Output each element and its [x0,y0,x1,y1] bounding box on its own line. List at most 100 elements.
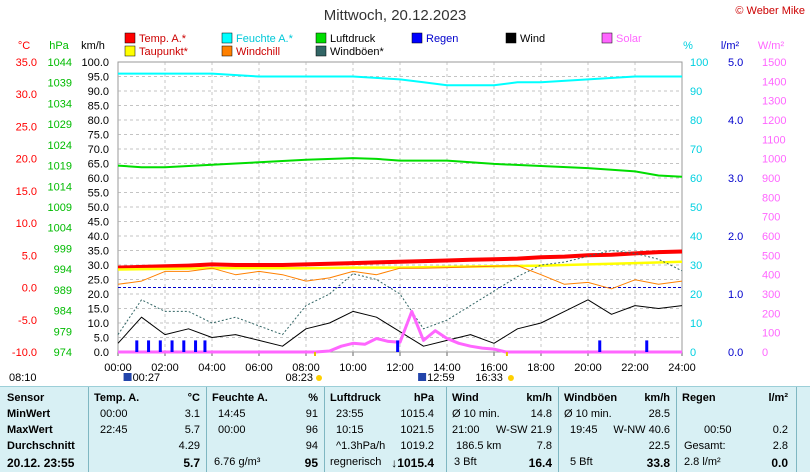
time-tick: 22:00 [621,362,649,374]
pressure-axis-tick: 1034 [48,98,72,110]
pressure-axis-tick: 974 [54,347,72,359]
humidity-axis-tick: 80 [690,115,702,127]
temp-axis-tick: 10.0 [16,218,37,230]
stats-header: Wind [452,392,479,404]
stats-cell: 28.5 [648,408,670,420]
pressure-axis-tick: 989 [54,285,72,297]
wind-axis-tick: 0.0 [94,347,109,359]
rain-axis-unit: l/m² [721,40,740,52]
solar-axis-tick: 200 [762,308,780,320]
pressure-axis-unit: hPa [49,40,69,52]
wind-axis-tick: 10.0 [88,318,109,330]
series-temp-a- [117,249,683,270]
time-tick: 06:00 [245,362,273,374]
stats-cell: 10:15 [336,424,364,436]
rain-bar [182,340,186,352]
stats-cell: 19:45 [570,424,598,436]
humidity-axis-tick: 90 [690,86,702,98]
temp-axis-tick: 35.0 [16,57,37,69]
stats-header: Sensor [7,392,45,404]
time-tick: 00:00 [104,362,132,374]
stats-table: Sensor Temp. A. °C Feuchte A.% Luftdruck hPa W… [0,386,810,472]
pressure-axis-tick: 979 [54,326,72,338]
moonrise-icon [123,373,132,381]
wind-axis-tick: 65.0 [88,159,109,171]
stats-cell: W-NW 40.6 [613,424,670,436]
humidity-axis-tick: 60 [690,173,702,185]
series-windböen [117,250,683,336]
humidity-axis-tick: 40 [690,231,702,243]
stats-column-divider [796,387,797,472]
solar-axis-tick: 600 [762,231,780,243]
legend-label: Windböen* [330,46,385,58]
temp-axis-tick: -10.0 [12,347,37,359]
legend-swatch [601,32,613,44]
rain-bar [170,340,174,352]
stats-cell: regnerisch [330,456,382,468]
pressure-axis-tick: 994 [54,264,72,276]
stats-cell: 0.0 [771,456,788,470]
pressure-axis-tick: 984 [54,306,72,318]
rain-bar [203,340,207,352]
legend-swatch [505,32,517,44]
stats-header: km/h [526,392,552,404]
moonrise-time: 00:27 [133,372,161,384]
pressure-axis-tick: 1019 [48,161,72,173]
legend-label: Regen [426,33,458,45]
solar-axis-tick: 800 [762,192,780,204]
wind-axis-tick: 95.0 [88,72,109,84]
series-feuchte-a- [118,72,682,87]
stats-cell: 5 Bft [570,456,593,468]
solar-axis-tick: 700 [762,212,780,224]
pressure-axis-tick: 1004 [48,223,72,235]
time-tick: 08:00 [292,362,320,374]
series-windchill [117,265,683,290]
legend-swatch [315,45,327,57]
temp-axis-tick: 15.0 [16,186,37,198]
sunrise-time: 08:23 [285,372,313,384]
solar-axis-tick: 1200 [762,115,786,127]
time-tick: 20:00 [574,362,602,374]
rain-axis-tick: 3.0 [728,173,743,185]
time-tick: 18:00 [527,362,555,374]
legend-swatch [221,32,233,44]
legend-label: Luftdruck [330,33,376,45]
temp-axis-tick: -5.0 [18,315,37,327]
stats-cell: 3.1 [184,408,200,420]
stats-cell: 4.29 [178,440,200,452]
time-tick: 10:00 [339,362,367,374]
wind-axis-tick: 90.0 [88,86,109,98]
solar-axis-tick: 100 [762,328,780,340]
time-tick: 16:00 [480,362,508,374]
axes-layer: 35.0 30.0 25.0 20.0 15.0 10.0 5.0 0.0 -5.0 -10.0 °… [12,40,787,374]
stats-cell: 16.4 [528,456,552,470]
solar-axis-tick: 500 [762,250,780,262]
stats-cell: 6.76 g/m³ [214,456,261,468]
stats-row-label: MinWert [7,408,51,420]
rain-axis-tick: 0.0 [728,347,743,359]
temp-axis-unit: °C [18,40,30,52]
stats-cell: 1019.2 [400,440,434,452]
stats-row-label: Durchschnitt [7,440,75,452]
stats-cell: 96 [305,424,318,436]
rain-axis-tick: 5.0 [728,57,743,69]
weather-chart: Mittwoch, 20.12.2023 © Weber Mike Temp. … [9,5,805,384]
stats-cell: 94 [305,440,318,452]
wind-axis-tick: 35.0 [88,246,109,258]
time-tick: 12:00 [386,362,414,374]
legend-label: Windchill [236,46,280,58]
pressure-axis-tick: 1039 [48,78,72,90]
solar-axis-tick: 400 [762,270,780,282]
legend-label: Feuchte A.* [236,33,294,45]
chart-title: Mittwoch, 20.12.2023 [324,7,467,24]
stats-cell: 3 Bft [454,456,477,468]
rain-axis-tick: 4.0 [728,115,743,127]
pressure-axis-tick: 1009 [48,202,72,214]
sun-moon-layer: 08:10 00:27 12:59 08:23 16:33 [9,352,514,384]
rain-bar [194,340,198,352]
stats-cell: 2.8 [772,440,788,452]
rain-bar [158,340,162,352]
legend-swatch [411,32,423,44]
stats-cell: 95 [304,456,318,470]
series-layer [117,72,683,354]
